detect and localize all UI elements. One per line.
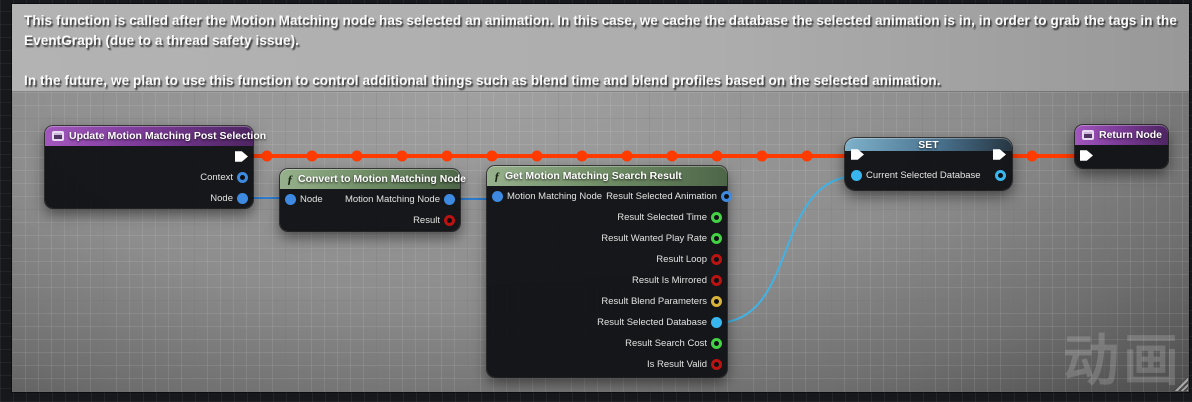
node-header[interactable]: SET: [845, 138, 1012, 151]
pin-row: Result Loop: [487, 249, 727, 270]
node-output-pin[interactable]: [237, 193, 248, 204]
pin-label: Result Selected Time: [617, 212, 707, 223]
pin-label: Motion Matching Node: [344, 194, 440, 205]
function-icon: ƒ: [287, 171, 293, 186]
result-selected-time-pin[interactable]: [711, 212, 722, 223]
pin-label: Result Search Cost: [625, 338, 707, 349]
node-set-current-selected-database[interactable]: SET Current Selected Database: [845, 138, 1012, 190]
pin-row: Result Selected Database: [487, 312, 727, 333]
pin-row: Is Result Valid: [487, 354, 727, 375]
node-title: Get Motion Matching Search Result: [505, 170, 682, 182]
node-header[interactable]: Return Node: [1075, 125, 1168, 145]
pin-row: Result Wanted Play Rate: [487, 228, 727, 249]
function-icon: ƒ: [494, 168, 500, 183]
pin-label: Result Blend Parameters: [601, 296, 707, 307]
node-convert-to-motion-matching-node[interactable]: ƒ Convert to Motion Matching Node Node M…: [280, 169, 466, 231]
result-is-mirrored-pin[interactable]: [711, 275, 722, 286]
pin-label: Current Selected Database: [866, 170, 981, 181]
pin-label: Result: [413, 215, 440, 226]
node-title: Update Motion Matching Post Selection: [69, 130, 267, 142]
result-selected-database-pin[interactable]: [711, 317, 722, 328]
context-output-pin[interactable]: [237, 172, 248, 183]
pin-row: Motion Matching Node Result Selected Ani…: [487, 186, 732, 207]
node-get-motion-matching-search-result[interactable]: ƒ Get Motion Matching Search Result Moti…: [487, 166, 732, 377]
pin-row: Result: [280, 210, 460, 231]
pin-label: Node: [300, 194, 323, 205]
result-search-cost-pin[interactable]: [711, 338, 722, 349]
result-wanted-play-rate-pin[interactable]: [711, 233, 722, 244]
node-input-pin[interactable]: [285, 194, 296, 205]
node-return[interactable]: Return Node: [1075, 125, 1168, 168]
result-blend-parameters-pin[interactable]: [711, 296, 722, 307]
pin-label: Result Loop: [656, 254, 707, 265]
pin-row: Result Search Cost: [487, 333, 727, 354]
pin-label: Is Result Valid: [646, 359, 707, 370]
node-title: Convert to Motion Matching Node: [298, 173, 466, 185]
pin-row: Result Blend Parameters: [487, 291, 727, 312]
pin-label: Motion Matching Node: [507, 191, 603, 202]
node-update-motion-matching-post-selection[interactable]: Update Motion Matching Post Selection Co…: [45, 126, 266, 209]
pin-label: Node: [210, 193, 233, 204]
current-selected-database-input-pin[interactable]: [851, 170, 862, 181]
pin-label: Context: [200, 172, 233, 183]
pin-row: Context: [45, 167, 253, 188]
pin-row: [45, 146, 253, 167]
pin-label: Result Is Mirrored: [632, 275, 707, 286]
pin-label: Result Wanted Play Rate: [601, 233, 707, 244]
event-node-icon: [52, 131, 64, 141]
pin-row: Node Motion Matching Node: [280, 189, 460, 210]
node-title: SET: [918, 138, 939, 151]
pin-row: Node: [45, 188, 253, 209]
motion-matching-node-input-pin[interactable]: [492, 191, 503, 202]
node-header[interactable]: ƒ Get Motion Matching Search Result: [487, 166, 727, 186]
pin-label: Result Selected Animation: [606, 191, 717, 202]
is-result-valid-pin[interactable]: [711, 359, 722, 370]
pin-label: Result Selected Database: [597, 317, 707, 328]
watermark-text: 动画: [1063, 329, 1183, 394]
comment-paragraph-2: In the future, we plan to use this funct…: [24, 73, 941, 88]
result-loop-pin[interactable]: [711, 254, 722, 265]
exec-output-pin[interactable]: [235, 151, 248, 162]
node-header[interactable]: ƒ Convert to Motion Matching Node: [280, 169, 466, 189]
motion-matching-node-output-pin[interactable]: [444, 194, 455, 205]
pin-row: Result Is Mirrored: [487, 270, 727, 291]
comment-header[interactable]: This function is called after the Motion…: [12, 4, 1189, 92]
node-header[interactable]: Update Motion Matching Post Selection: [45, 126, 266, 146]
node-title: Return Node: [1099, 129, 1162, 141]
result-output-pin[interactable]: [444, 215, 455, 226]
return-node-icon: [1082, 130, 1094, 140]
result-selected-animation-pin[interactable]: [720, 191, 732, 202]
comment-paragraph-1: This function is called after the Motion…: [24, 13, 1177, 48]
pin-row: [1075, 145, 1168, 166]
database-output-pin[interactable]: [995, 170, 1006, 181]
pin-row: Result Selected Time: [487, 207, 727, 228]
exec-input-pin[interactable]: [1080, 150, 1093, 161]
